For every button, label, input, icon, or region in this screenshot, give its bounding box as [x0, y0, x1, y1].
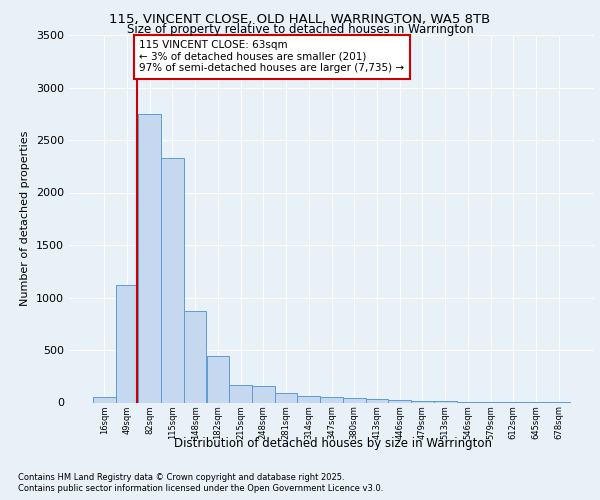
Bar: [252, 386, 275, 402]
Bar: [365, 400, 388, 402]
Text: 115 VINCENT CLOSE: 63sqm
← 3% of detached houses are smaller (201)
97% of semi-d: 115 VINCENT CLOSE: 63sqm ← 3% of detache…: [139, 40, 404, 74]
Bar: [229, 385, 252, 402]
Bar: [206, 356, 229, 403]
Bar: [411, 401, 434, 402]
Text: Distribution of detached houses by size in Warrington: Distribution of detached houses by size …: [174, 438, 492, 450]
Bar: [93, 397, 116, 402]
Bar: [161, 158, 184, 402]
Text: Contains public sector information licensed under the Open Government Licence v3: Contains public sector information licen…: [18, 484, 383, 493]
Bar: [320, 397, 343, 402]
Bar: [275, 393, 298, 402]
Bar: [184, 311, 206, 402]
Bar: [116, 285, 139, 403]
Bar: [388, 400, 411, 402]
Bar: [298, 396, 320, 402]
Text: Size of property relative to detached houses in Warrington: Size of property relative to detached ho…: [127, 22, 473, 36]
Text: Contains HM Land Registry data © Crown copyright and database right 2025.: Contains HM Land Registry data © Crown c…: [18, 472, 344, 482]
Bar: [343, 398, 365, 402]
Y-axis label: Number of detached properties: Number of detached properties: [20, 131, 31, 306]
Text: 115, VINCENT CLOSE, OLD HALL, WARRINGTON, WA5 8TB: 115, VINCENT CLOSE, OLD HALL, WARRINGTON…: [109, 12, 491, 26]
Bar: [139, 114, 161, 403]
